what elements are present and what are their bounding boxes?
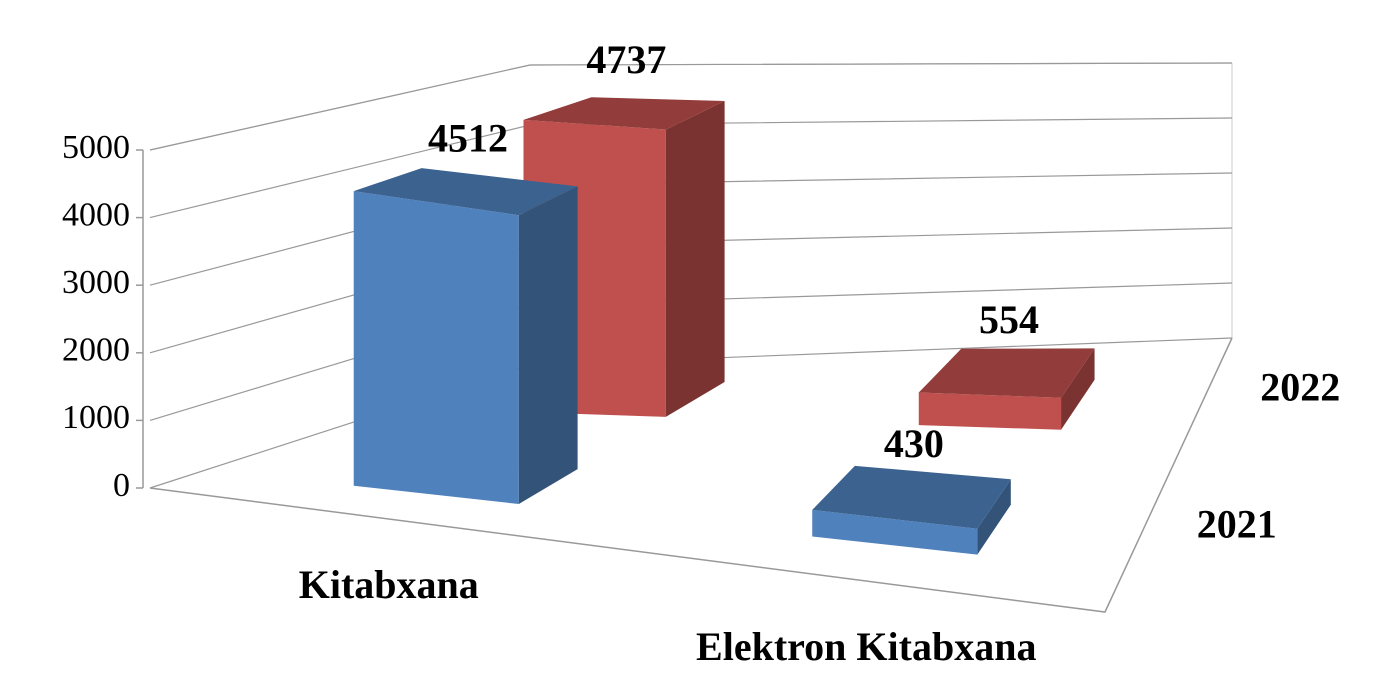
y-tick-label: 4000 [62, 196, 130, 233]
bar [918, 348, 1095, 430]
bar-top [523, 97, 725, 130]
bar-side [1061, 348, 1095, 430]
bar-side [518, 186, 578, 505]
value-label: 554 [979, 297, 1039, 342]
bar-side [665, 101, 725, 417]
bar-front [353, 191, 519, 505]
bar-top [812, 465, 1011, 529]
x-tick-label: Kitabxana [299, 562, 479, 607]
y-tick-label: 2000 [62, 332, 130, 369]
value-label: 4737 [586, 37, 666, 82]
y-tick-label: 0 [113, 467, 130, 504]
value-label: 4512 [428, 115, 508, 160]
y-tick-label: 1000 [62, 399, 130, 436]
bar-front [918, 392, 1062, 430]
bar [812, 465, 1011, 555]
legend-label: 2021 [1197, 502, 1277, 547]
bar-side [977, 479, 1011, 555]
floor-edge [149, 337, 1233, 613]
bar [353, 168, 578, 505]
legend-label: 2022 [1260, 365, 1340, 410]
bar-top [918, 348, 1095, 398]
value-label: 430 [884, 421, 944, 466]
y-tick-label: 3000 [62, 264, 130, 301]
x-tick-label: Elektron Kitabxana [696, 624, 1036, 669]
bar-top [353, 168, 578, 216]
bar-front [812, 509, 978, 555]
y-tick-label: 5000 [62, 129, 130, 166]
grid-line [149, 62, 1233, 151]
